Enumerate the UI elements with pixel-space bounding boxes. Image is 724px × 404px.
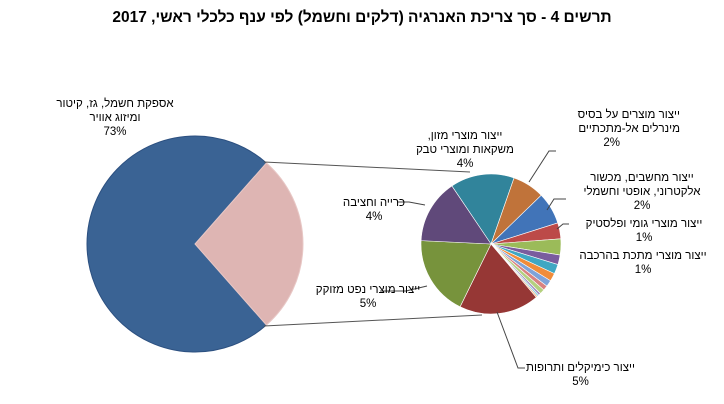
label-rubber: ייצור מוצרי גומי ופלסטיק 1%	[585, 218, 703, 244]
secondary-slice	[420, 240, 492, 308]
chart-title: תרשים 4 - סך צריכת האנרגיה (דלקים וחשמל)…	[112, 9, 612, 26]
leader-lines	[380, 150, 569, 369]
main-pie	[86, 135, 304, 353]
main-slice-electricity	[86, 135, 268, 353]
connector-bottom	[263, 314, 483, 327]
secondary-slice	[459, 243, 537, 315]
secondary-slice	[451, 173, 515, 245]
label-electricity: אספקת חשמל, גז, קיטור ומיזוג אוויר 73%	[56, 98, 174, 138]
label-metal: ייצור מוצרי מתכת בהרכבה 1%	[579, 250, 707, 276]
secondary-slice	[420, 185, 492, 245]
label-minerals: ייצור מוצרים על בסיס מינרלים אל-מתכתיים …	[577, 109, 680, 149]
label-computers: ייצור מחשבים, מכשור אלקטרוני, אופטי וחשמ…	[583, 172, 701, 212]
label-mining: כרייה וחציבה 4%	[342, 197, 406, 223]
secondary-pie	[420, 173, 562, 315]
label-oil: ייצור מוצרי נפט מזוקק 5%	[315, 284, 421, 310]
label-chemicals: ייצור כימיקלים ותרופות 5%	[526, 362, 635, 388]
main-slice-other	[194, 162, 304, 326]
label-food: ייצור מוצרי מזון, משקאות ומוצרי טבק 4%	[416, 130, 514, 170]
connector-top	[263, 161, 471, 173]
